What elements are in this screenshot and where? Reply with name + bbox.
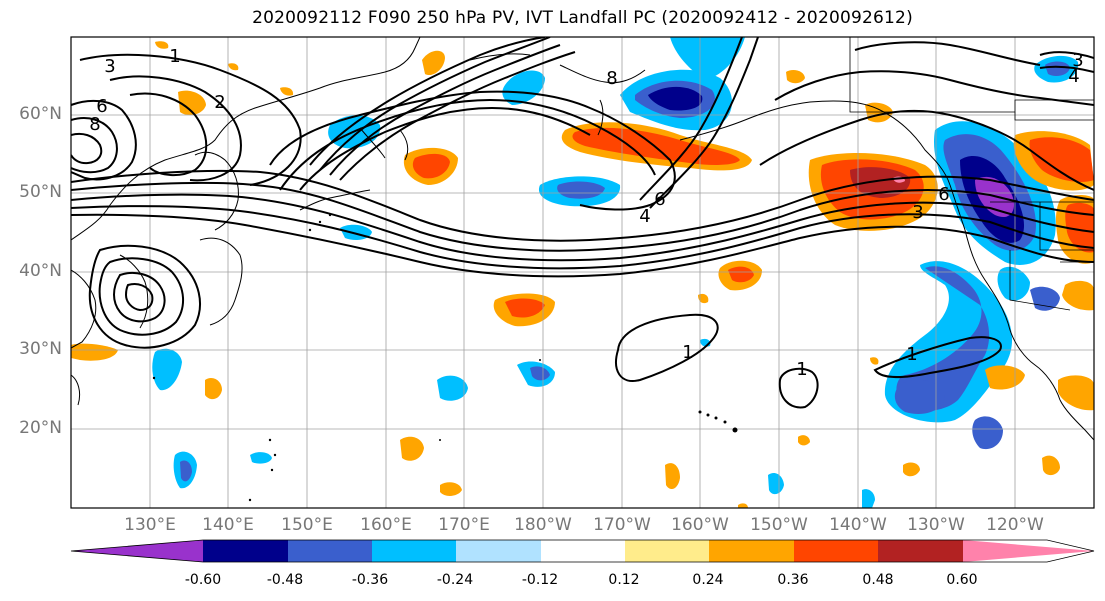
contour-label: 8 [89,114,100,135]
lon-label: 160°E [360,515,412,535]
contour-label: 8 [606,68,617,89]
lat-label: 30°N [19,339,62,359]
contour-label: 3 [1072,50,1083,71]
colorbar-tick-label: 0.12 [608,572,640,588]
pv-shading [71,37,1094,508]
colorbar [70,539,1095,563]
lon-label: 160°W [671,515,729,535]
lat-label: 60°N [19,104,62,124]
colorbar-tick-label: -0.60 [184,572,222,588]
lat-label: 50°N [19,182,62,202]
colorbar-swatch [878,540,963,562]
colorbar-swatch [963,540,1094,562]
lon-label: 150°W [750,515,808,535]
contour-label: 6 [938,184,949,205]
contour-label: 1 [682,342,693,363]
colorbar-swatch [794,540,878,562]
lon-label: 180°W [514,515,572,535]
colorbar-tick-label: 0.36 [777,572,809,588]
colorbar-tick-label: -0.36 [351,572,389,588]
lat-label: 20°N [19,418,62,438]
contour-label: 4 [639,206,650,227]
colorbar-swatch [71,540,203,562]
lon-label: 140°E [202,515,254,535]
lon-label: 140°W [829,515,887,535]
colorbar-tick-label: -0.48 [266,572,304,588]
colorbar-tick-label: 0.60 [946,572,978,588]
contour-label: 3 [104,56,115,77]
map-title: 2020092112 F090 250 hPa PV, IVT Landfall… [252,8,913,28]
colorbar-outline [70,539,1095,563]
colorbar-swatch [372,540,456,562]
lon-label: 130°E [124,515,176,535]
colorbar-tick-label: 0.24 [692,572,724,588]
colorbar-tick-label: -0.24 [436,572,474,588]
pv-contours [71,37,1094,409]
contour-label: 1 [796,359,807,380]
colorbar-swatch [541,540,625,562]
contour-label: 2 [214,92,225,113]
lon-label: 150°E [281,515,333,535]
contour-label: 4 [1068,66,1079,87]
lon-label: 120°W [986,515,1044,535]
colorbar-swatch [456,540,541,562]
lon-label: 170°E [438,515,490,535]
islands [152,213,738,502]
colorbar-swatch [203,540,288,562]
lat-label: 40°N [19,261,62,281]
lon-label: 170°W [593,515,651,535]
contour-labels: 1 1 1 1 2 3 3 3 4 4 6 6 6 8 8 [89,46,1083,380]
plot-frame [70,36,1095,509]
colorbar-tick-label: -0.12 [521,572,559,588]
colorbar-tick-label: 0.48 [862,572,894,588]
contour-label: 1 [169,46,180,67]
contour-label: 1 [906,344,917,365]
coastlines [71,37,1094,441]
colorbar-swatch [709,540,794,562]
lon-label: 130°W [907,515,965,535]
colorbar-swatch [625,540,709,562]
contour-label: 6 [96,96,107,117]
colorbar-swatch [288,540,372,562]
contour-label: 6 [654,189,665,210]
contour-label: 3 [912,202,923,223]
